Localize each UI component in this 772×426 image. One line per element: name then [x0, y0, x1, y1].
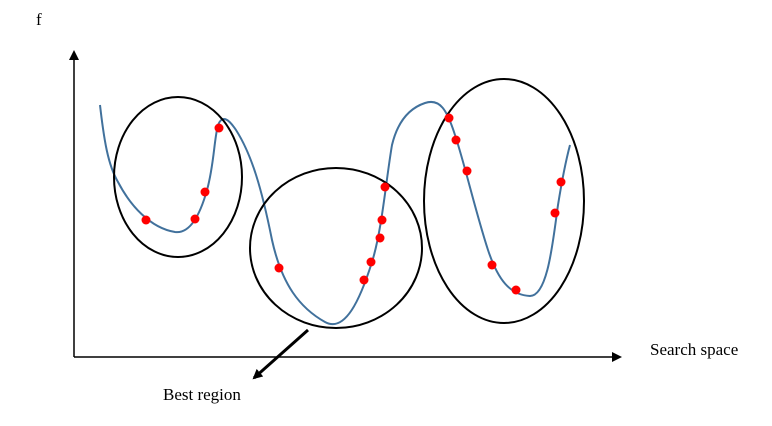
sample-point — [274, 263, 284, 273]
sample-point — [550, 208, 560, 218]
sample-point — [200, 187, 210, 197]
annotation-arrow — [252, 328, 309, 380]
sample-point — [511, 285, 521, 295]
sample-point — [359, 275, 369, 285]
region-ellipse — [423, 78, 585, 324]
objective-curve — [99, 100, 571, 326]
sample-point — [380, 182, 390, 192]
sample-point — [190, 214, 200, 224]
sample-point — [214, 123, 224, 133]
sample-point — [141, 215, 151, 225]
sample-point — [377, 215, 387, 225]
sample-point — [556, 177, 566, 187]
sample-point — [444, 113, 454, 123]
sample-point — [487, 260, 497, 270]
x-axis-label: Search space — [650, 340, 738, 359]
y-axis-label: f — [36, 10, 42, 29]
sample-point — [451, 135, 461, 145]
region-ellipse — [113, 96, 243, 258]
sample-point — [375, 233, 385, 243]
sample-point — [462, 166, 472, 176]
annotation-label: Best region — [163, 385, 241, 404]
region-ellipse — [249, 167, 423, 329]
sample-point — [366, 257, 376, 267]
